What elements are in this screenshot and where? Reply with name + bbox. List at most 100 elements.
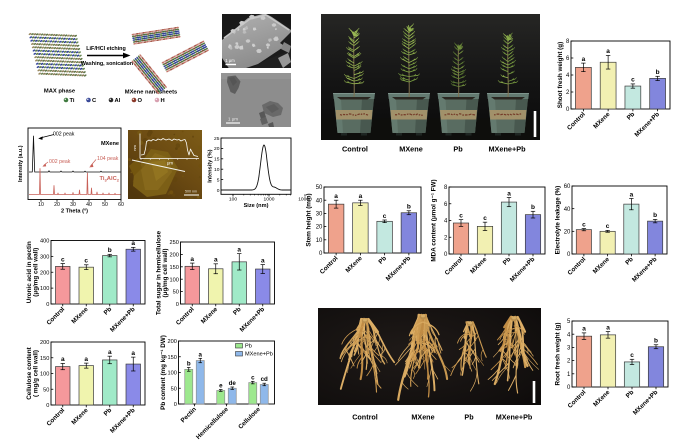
svg-text:Pb: Pb xyxy=(377,255,388,266)
svg-text:Control: Control xyxy=(45,407,66,428)
svg-text:MXene: MXene xyxy=(70,407,90,427)
svg-text:10: 10 xyxy=(316,238,323,244)
svg-text:c: c xyxy=(606,223,610,230)
svg-text:20: 20 xyxy=(54,202,60,208)
svg-text:c: c xyxy=(251,374,255,381)
svg-text:MXene+Pb: MXene+Pb xyxy=(632,389,660,417)
svg-text:Pb: Pb xyxy=(103,407,114,418)
svg-text:Pb: Pb xyxy=(626,111,637,122)
svg-text:Hemicellulose: Hemicellulose xyxy=(195,406,230,440)
svg-text:b: b xyxy=(654,338,658,345)
svg-text:MXene+Pb: MXene+Pb xyxy=(385,255,413,283)
svg-text:Intensity (%): Intensity (%) xyxy=(208,149,214,182)
svg-text:MAX phase: MAX phase xyxy=(44,89,76,95)
svg-text:b: b xyxy=(653,212,657,219)
svg-text:Control: Control xyxy=(567,389,588,410)
svg-text:(μg/mg cell wall): (μg/mg cell wall) xyxy=(32,248,39,297)
svg-text:50: 50 xyxy=(171,386,177,392)
svg-text:100: 100 xyxy=(229,197,237,203)
svg-text:25: 25 xyxy=(214,136,220,142)
svg-text:c: c xyxy=(630,352,634,359)
svg-text:c: c xyxy=(383,213,387,220)
svg-text:MXene: MXene xyxy=(469,256,489,276)
svg-text:c: c xyxy=(631,77,635,84)
svg-text:4: 4 xyxy=(567,332,571,338)
svg-text:C: C xyxy=(92,98,97,104)
svg-text:MXene+Pb: MXene+Pb xyxy=(496,413,533,422)
svg-text:Control: Control xyxy=(175,306,196,327)
svg-text:Ti: Ti xyxy=(70,98,75,104)
svg-text:a: a xyxy=(198,351,202,358)
svg-text:2: 2 xyxy=(567,359,571,365)
svg-text:b: b xyxy=(531,204,535,211)
svg-text:MXene: MXene xyxy=(70,306,90,326)
svg-text:b: b xyxy=(656,69,660,76)
svg-text:Control: Control xyxy=(342,145,368,154)
svg-text:Pb: Pb xyxy=(453,145,463,154)
svg-text:0: 0 xyxy=(46,403,49,409)
svg-text:Pb: Pb xyxy=(103,306,114,317)
svg-text:Control: Control xyxy=(567,256,588,277)
svg-text:LiF/HCl etching: LiF/HCl etching xyxy=(86,46,126,52)
svg-text:60: 60 xyxy=(118,202,124,208)
svg-text:MXene: MXene xyxy=(399,145,423,154)
svg-text:MXene+Pb: MXene+Pb xyxy=(488,145,526,154)
svg-text:Control: Control xyxy=(566,111,587,132)
svg-text:5: 5 xyxy=(567,319,571,325)
svg-text:MXene+Pb: MXene+Pb xyxy=(245,351,273,357)
svg-text:20: 20 xyxy=(564,229,571,235)
svg-text:100: 100 xyxy=(40,286,49,292)
svg-text:MXene: MXene xyxy=(592,111,612,131)
svg-text:Pb: Pb xyxy=(464,413,474,422)
svg-text:40: 40 xyxy=(86,202,92,208)
svg-text:200: 200 xyxy=(40,340,49,346)
svg-text:10: 10 xyxy=(214,167,220,173)
svg-text:MXene+Pb: MXene+Pb xyxy=(633,111,661,139)
svg-text:b: b xyxy=(407,204,411,211)
svg-text:Pb content (mg kg⁻¹ DW): Pb content (mg kg⁻¹ DW) xyxy=(160,335,167,410)
svg-text:c: c xyxy=(582,221,586,228)
svg-text:0: 0 xyxy=(444,252,448,258)
svg-text:MXene: MXene xyxy=(200,306,220,326)
svg-text:150: 150 xyxy=(170,265,179,271)
svg-text:5: 5 xyxy=(217,177,220,183)
svg-text:0: 0 xyxy=(217,188,220,194)
svg-text:100: 100 xyxy=(170,277,179,283)
svg-text:300: 300 xyxy=(40,255,49,261)
svg-text:6: 6 xyxy=(566,56,570,62)
svg-text:20: 20 xyxy=(214,146,220,152)
svg-text:250: 250 xyxy=(170,240,179,246)
svg-text:Control: Control xyxy=(45,306,66,327)
svg-text:nm: nm xyxy=(132,145,137,151)
svg-text:0: 0 xyxy=(567,385,571,391)
svg-text:Root fresh weight (g): Root fresh weight (g) xyxy=(555,323,562,386)
svg-text:a: a xyxy=(606,48,610,55)
svg-text:60: 60 xyxy=(564,184,571,190)
svg-text:MXene: MXene xyxy=(411,413,434,422)
svg-text:4: 4 xyxy=(566,73,570,79)
svg-text:3: 3 xyxy=(567,346,571,352)
svg-text:cd: cd xyxy=(261,376,268,383)
svg-text:a: a xyxy=(334,193,338,200)
svg-text:8: 8 xyxy=(444,185,448,191)
svg-text:de: de xyxy=(229,380,237,387)
svg-text:a: a xyxy=(359,193,363,200)
svg-text:Washing, sonication: Washing, sonication xyxy=(81,61,133,67)
svg-text:( mg/g cell wall): ( mg/g cell wall) xyxy=(33,350,40,397)
svg-text:MXene+Pb: MXene+Pb xyxy=(631,256,659,284)
svg-text:0: 0 xyxy=(319,251,323,257)
svg-text:Control: Control xyxy=(319,255,340,276)
svg-text:Size (nm): Size (nm) xyxy=(244,203,269,209)
svg-text:c: c xyxy=(84,258,88,265)
svg-text:002 peak: 002 peak xyxy=(53,132,75,138)
svg-text:c: c xyxy=(459,213,463,220)
svg-text:MXene nanosheets: MXene nanosheets xyxy=(125,90,178,96)
svg-text:0: 0 xyxy=(567,252,571,258)
svg-text:Pectin: Pectin xyxy=(180,406,198,424)
svg-text:100: 100 xyxy=(168,371,177,377)
svg-text:a: a xyxy=(582,56,586,63)
svg-text:e: e xyxy=(219,383,223,390)
svg-text:Pb: Pb xyxy=(624,256,635,267)
svg-text:2: 2 xyxy=(444,235,448,241)
svg-text:Control: Control xyxy=(352,413,378,422)
